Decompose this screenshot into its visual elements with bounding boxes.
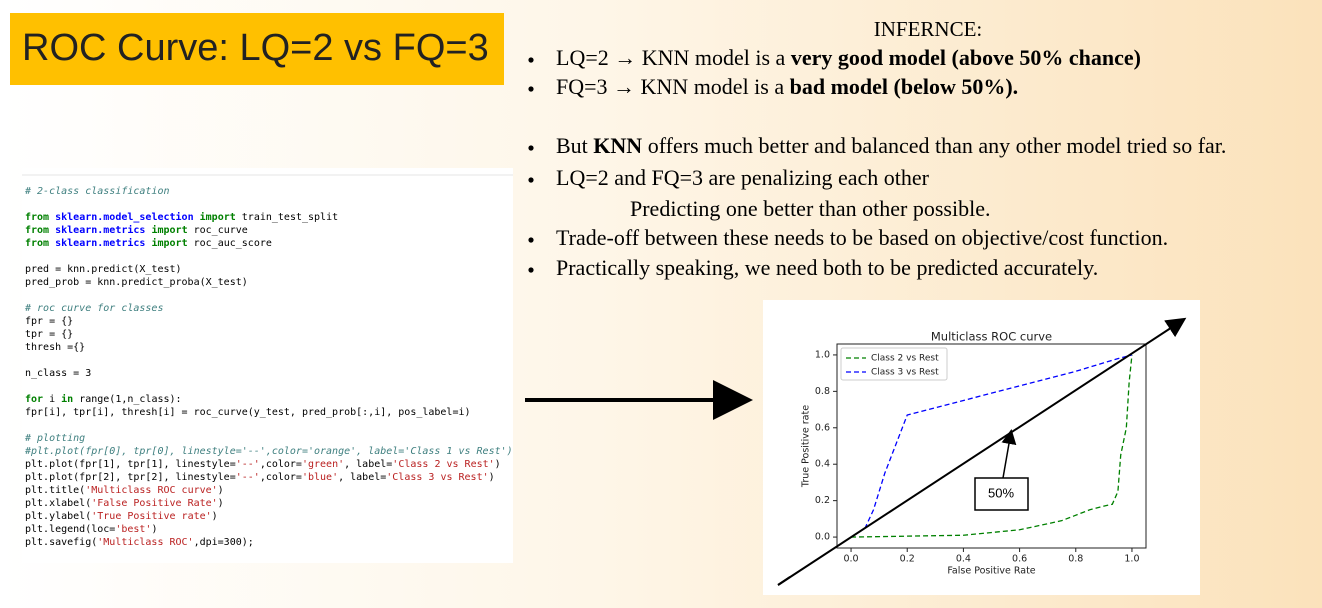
code-line: thresh ={} bbox=[25, 342, 85, 353]
y-tick-label: 0.4 bbox=[815, 459, 830, 470]
x-tick-label: 1.0 bbox=[1124, 554, 1139, 565]
chart-title: Multiclass ROC curve bbox=[931, 330, 1052, 344]
code-line: plt.title('Multiclass ROC curve') bbox=[25, 485, 224, 496]
code: # 2-class classification from sklearn.mod… bbox=[24, 186, 513, 548]
legend-box bbox=[840, 347, 948, 381]
code-line: for i in range(1,n_class): bbox=[25, 393, 182, 405]
code-line: # 2-class classification bbox=[24, 186, 170, 197]
y-tick-label: 0.0 bbox=[815, 532, 830, 543]
chart-panel bbox=[763, 300, 1200, 595]
code-line: pred_prob = knn.predict_proba(X_test) bbox=[25, 277, 248, 288]
bullet-run: KNN bbox=[593, 133, 642, 158]
code-line: plt.plot(fpr[1], tpr[1], linestyle='--',… bbox=[25, 459, 501, 470]
bullet-text: FQ=3 → KNN model is a bad model (below 5… bbox=[556, 74, 1018, 99]
bullet-text: Trade-off between these needs to be base… bbox=[556, 225, 1168, 250]
x-tick-label: 0.6 bbox=[1012, 554, 1027, 565]
bullet-run: Trade-off between these needs to be base… bbox=[556, 225, 1168, 250]
code-line: #plt.plot(fpr[0], tpr[0], linestyle='--'… bbox=[24, 446, 513, 457]
bullet-dot bbox=[528, 57, 534, 63]
y-tick-label: 1.0 bbox=[815, 349, 830, 360]
code-line: n_class = 3 bbox=[25, 368, 91, 379]
code-line: from sklearn.model_selection import trai… bbox=[25, 211, 338, 223]
code-line: tpr = {} bbox=[25, 329, 73, 340]
x-tick-label: 0.4 bbox=[956, 554, 971, 565]
inference-heading: INFERNCE: bbox=[874, 17, 983, 41]
bullet-continuation: Predicting one better than other possibl… bbox=[630, 196, 990, 221]
y-tick-label: 0.8 bbox=[815, 386, 830, 397]
bullet-dot bbox=[528, 237, 534, 243]
y-axis-label: True Positive rate bbox=[801, 405, 812, 488]
bullet-run: LQ=2 → KNN model is a bbox=[556, 45, 791, 70]
x-tick-label: 0.2 bbox=[900, 554, 915, 565]
code-line: fpr[i], tpr[i], thresh[i] = roc_curve(y_… bbox=[25, 407, 471, 418]
title-box bbox=[10, 13, 504, 85]
bullet-dot bbox=[528, 177, 534, 183]
bullet-run: offers much better and balanced than any… bbox=[642, 133, 1226, 158]
code-panel bbox=[22, 168, 513, 563]
plot-frame bbox=[836, 343, 1147, 549]
code-line: # roc curve for classes bbox=[24, 303, 163, 314]
bullet-run: But bbox=[556, 133, 593, 158]
diagonal-arrow bbox=[777, 317, 1187, 586]
x-axis-label: False Positive Rate bbox=[947, 566, 1035, 577]
bullet-list: LQ=2 → KNN model is a very good model (a… bbox=[528, 45, 1226, 280]
code-line: plt.legend(loc='best') bbox=[25, 524, 157, 535]
code-line: from sklearn.metrics import roc_auc_scor… bbox=[25, 237, 272, 249]
diagonal-arrow-tail bbox=[777, 576, 791, 586]
roc-line bbox=[851, 354, 1133, 538]
bullet-run: FQ=3 → KNN model is a bbox=[556, 74, 790, 99]
code-line: plt.savefig('Multiclass ROC',dpi=300); bbox=[25, 537, 254, 548]
code-line: # plotting bbox=[24, 433, 85, 444]
bullet-run: LQ=2 and FQ=3 are penalizing each other bbox=[556, 165, 930, 190]
bullet-text: LQ=2 → KNN model is a very good model (a… bbox=[556, 45, 1141, 70]
annotation-arrow bbox=[1001, 429, 1017, 479]
code-line: pred = knn.predict(X_test) bbox=[25, 264, 182, 275]
y-tick-label: 0.6 bbox=[815, 422, 830, 433]
annotation: 50% bbox=[988, 485, 1014, 500]
legend-label: Class 2 vs Rest bbox=[871, 354, 939, 364]
annotation-box bbox=[974, 477, 1029, 511]
bullet-text: Practically speaking, we need both to be… bbox=[556, 255, 1098, 280]
bullet-run: very good model (above 50% chance) bbox=[791, 45, 1141, 70]
bullet-text: LQ=2 and FQ=3 are penalizing each other bbox=[556, 165, 930, 190]
bullet-text: But KNN offers much better and balanced … bbox=[556, 133, 1226, 158]
x-tick-label: 0.0 bbox=[843, 554, 858, 565]
code-line: plt.ylabel('True Positive rate') bbox=[25, 511, 218, 522]
code-line: from sklearn.metrics import roc_curve bbox=[25, 224, 248, 236]
bullet-dot bbox=[528, 267, 534, 273]
roc-line bbox=[850, 354, 1133, 538]
bullet-dot bbox=[528, 145, 534, 151]
code-line: fpr = {} bbox=[25, 316, 73, 327]
code-line: plt.xlabel('False Positive Rate') bbox=[25, 498, 224, 509]
code-line: plt.plot(fpr[2], tpr[2], linestyle='--',… bbox=[25, 472, 495, 483]
bullet-dot bbox=[528, 86, 534, 92]
x-tick-label: 0.8 bbox=[1068, 554, 1083, 565]
bullet-run: Practically speaking, we need both to be… bbox=[556, 255, 1098, 280]
slide-title: ROC Curve: LQ=2 vs FQ=3 bbox=[22, 27, 489, 69]
chart: Multiclass ROC curve False Positive Rate T… bbox=[801, 330, 1147, 577]
bullet-run: bad model (below 50%). bbox=[790, 74, 1019, 99]
legend-label: Class 3 vs Rest bbox=[871, 368, 939, 378]
y-tick-label: 0.2 bbox=[815, 495, 830, 506]
